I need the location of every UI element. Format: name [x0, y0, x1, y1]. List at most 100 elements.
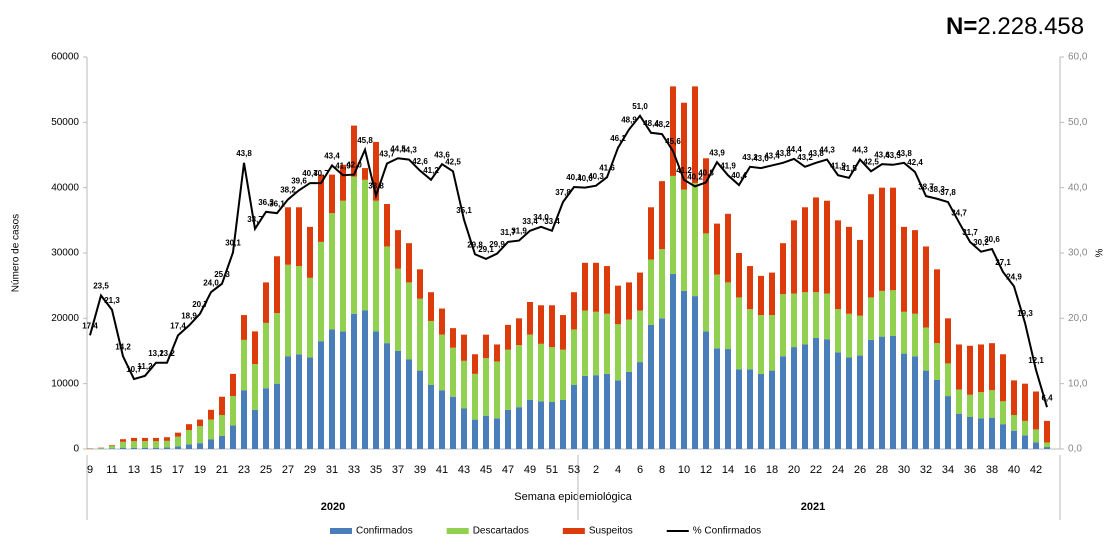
bar-segment	[604, 313, 610, 374]
bar-segment	[274, 256, 280, 314]
bar-segment	[241, 339, 247, 391]
bar-segment	[1033, 429, 1039, 443]
data-label: 40,1	[566, 173, 582, 182]
x-tick-label: 30	[898, 464, 910, 476]
x-tick-label: 45	[480, 464, 492, 476]
data-label: 45,6	[665, 137, 681, 146]
bar-segment	[747, 369, 753, 449]
legend-swatch	[562, 528, 585, 534]
bar-segment	[868, 194, 874, 298]
bar-segment	[450, 328, 456, 348]
bar-segment	[461, 334, 467, 361]
bar-segment	[659, 181, 665, 250]
x-tick-label: 19	[194, 464, 206, 476]
data-label: 10,7	[126, 365, 142, 374]
x-tick-label: 17	[172, 464, 184, 476]
data-label: 13,2	[148, 349, 164, 358]
bar-segment	[879, 336, 885, 449]
bar-segment	[571, 384, 577, 449]
bar-segment	[549, 305, 555, 348]
bar-segment	[923, 327, 929, 371]
bar-segment	[725, 213, 731, 283]
bar-segment	[406, 243, 412, 283]
bar-segment	[725, 349, 731, 449]
bar-segment	[692, 86, 698, 184]
bar-segment	[912, 313, 918, 357]
x-tick-label: 41	[436, 464, 448, 476]
data-label: 40,0	[577, 174, 593, 183]
bar-segment	[285, 264, 291, 357]
data-label: 41,6	[599, 163, 615, 172]
y2-axis-label: %	[1095, 248, 1106, 257]
x-tick-label: 21	[216, 464, 228, 476]
bar-segment	[989, 343, 995, 391]
data-label: 35,1	[456, 206, 472, 215]
bar-segment	[164, 437, 170, 441]
data-label: 30,2	[973, 238, 989, 247]
bar-segment	[890, 290, 896, 336]
bar-segment	[516, 318, 522, 346]
bar-segment	[164, 447, 170, 449]
bar-segment	[670, 86, 676, 176]
data-label: 31,7	[500, 228, 516, 237]
data-label: 42,5	[445, 157, 461, 166]
data-label: 19,3	[1017, 309, 1033, 318]
bar-segment	[131, 441, 137, 448]
bar-segment	[736, 369, 742, 449]
bar-segment	[252, 409, 258, 449]
bar-segment	[637, 362, 643, 449]
bar-segment	[1022, 420, 1028, 436]
bar-segment	[318, 241, 324, 342]
bar-segment	[483, 415, 489, 449]
bar-segment	[901, 353, 907, 449]
data-label: 30,6	[984, 235, 1000, 244]
data-label: 44,3	[401, 146, 417, 155]
bar-segment	[989, 417, 995, 449]
bar-segment	[329, 329, 335, 449]
data-label: 48,2	[654, 120, 670, 129]
bar-segment	[131, 447, 137, 449]
bar-segment	[120, 447, 126, 449]
y-tick-label: 10000	[51, 378, 79, 389]
y2-tick-label: 10,0	[1068, 378, 1088, 389]
bar-segment	[846, 313, 852, 358]
data-label: 42,4	[907, 158, 923, 167]
bar-segment	[967, 416, 973, 449]
x-tick-label: 2	[593, 464, 599, 476]
data-label: 24,0	[203, 278, 219, 287]
legend-item: % Confirmados	[666, 526, 761, 537]
year-label: 2020	[321, 501, 345, 513]
bar-segment	[637, 310, 643, 363]
data-label: 38,8	[368, 182, 384, 191]
x-tick-label: 26	[854, 464, 866, 476]
bar-segment	[1000, 424, 1006, 449]
bar-segment	[703, 158, 709, 234]
data-label: 51,0	[632, 102, 648, 111]
bar-segment	[758, 373, 764, 449]
bar-segment	[538, 305, 544, 344]
bar-segment	[791, 220, 797, 294]
data-label: 40,8	[698, 169, 714, 178]
bar-segment	[934, 379, 940, 449]
data-label: 48,4	[643, 119, 659, 128]
data-label: 31,7	[962, 228, 978, 237]
data-label: 43,6	[434, 150, 450, 159]
bar-segment	[549, 347, 555, 402]
bar-segment	[219, 435, 225, 449]
data-label: 20,7	[192, 300, 208, 309]
data-label: 43,9	[709, 148, 725, 157]
y2-tick-label: 60,0	[1068, 52, 1088, 63]
bar-segment	[626, 319, 632, 372]
bar-segment	[714, 274, 720, 349]
bar-segment	[340, 331, 346, 449]
bar-segment	[417, 298, 423, 371]
data-label: 29,8	[467, 240, 483, 249]
bar-segment	[450, 396, 456, 449]
bar-segment	[978, 344, 984, 393]
legend-label: Suspeitos	[589, 526, 633, 537]
bar-segment	[1011, 430, 1017, 449]
bar-segment	[461, 360, 467, 409]
bar-segment	[934, 269, 940, 344]
bar-segment	[428, 292, 434, 321]
bar-segment	[1033, 442, 1039, 449]
